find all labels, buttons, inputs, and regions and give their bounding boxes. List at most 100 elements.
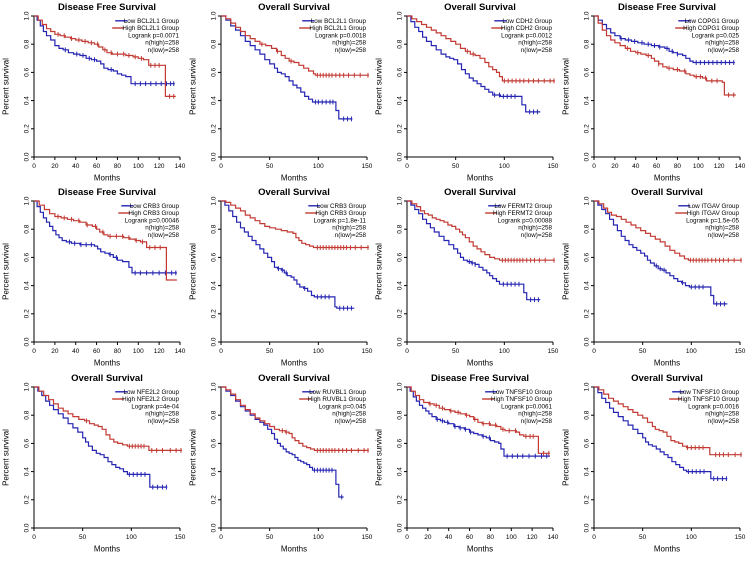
legend-stat: n(high)=258: [332, 225, 366, 232]
y-tick-label: 0.4: [397, 96, 404, 105]
legend-stat: n(high)=258: [332, 40, 366, 47]
y-axis-label: Percent survival: [375, 58, 384, 115]
legend-entry: Low BCL2L1 Group: [124, 18, 180, 25]
legend-entry: Low TNFSF10 Group: [679, 389, 739, 396]
y-tick-label: 1.0: [24, 382, 31, 391]
legend-stat: n(low)=258: [148, 232, 180, 239]
y-axis-label: Percent survival: [188, 243, 197, 300]
x-tick-label: 50: [79, 534, 87, 541]
y-tick-label: 0.6: [583, 438, 590, 447]
x-tick-label: 40: [72, 348, 80, 355]
y-tick-label: 0.4: [210, 466, 217, 475]
x-tick-label: 100: [499, 163, 510, 170]
y-tick-label: 0.0: [24, 152, 31, 161]
x-tick-label: 0: [592, 348, 596, 355]
y-tick-label: 0.8: [210, 410, 217, 419]
legend-stat: Logrank p=0.00088: [498, 218, 553, 225]
legend-stat: Logrank p=0.00046: [125, 218, 180, 225]
y-tick-label: 1.0: [397, 11, 404, 20]
x-tick-label: 60: [93, 348, 101, 355]
y-tick-label: 1.0: [210, 196, 217, 205]
y-axis-label: Percent survival: [375, 243, 384, 300]
legend-stat: n(high)=258: [145, 225, 179, 232]
km-plot: Disease Free Survival0.00.20.40.60.81.00…: [0, 0, 187, 185]
x-tick-label: 0: [32, 348, 36, 355]
y-tick-label: 0.4: [24, 96, 31, 105]
legend-stat: n(high)=258: [145, 410, 179, 417]
x-tick-label: 120: [527, 534, 538, 541]
y-tick-label: 0.2: [210, 124, 217, 133]
y-tick-label: 1.0: [583, 382, 590, 391]
x-tick-label: 100: [692, 163, 703, 170]
y-tick-label: 1.0: [210, 382, 217, 391]
y-tick-label: 0.6: [583, 253, 590, 262]
x-tick-label: 140: [548, 534, 559, 541]
x-tick-label: 100: [506, 534, 517, 541]
x-axis-label: Months: [653, 544, 679, 553]
y-tick-label: 0.6: [24, 438, 31, 447]
x-axis-label: Months: [280, 359, 306, 368]
x-tick-label: 80: [487, 534, 495, 541]
legend-stat: Logrank p=0.045: [318, 403, 366, 410]
y-tick-label: 0.0: [24, 337, 31, 346]
panel-title: Disease Free Survival: [617, 2, 715, 13]
km-plot: Disease Free Survival0.00.20.40.60.81.00…: [0, 185, 187, 370]
y-tick-label: 1.0: [583, 196, 590, 205]
y-tick-label: 0.6: [24, 67, 31, 76]
y-tick-label: 0.4: [397, 281, 404, 290]
x-axis-label: Months: [280, 173, 306, 182]
km-plot: Disease Free Survival0.00.20.40.60.81.00…: [560, 0, 746, 185]
y-tick-label: 0.8: [583, 225, 590, 234]
legend-entry: High BCL2L1 Group: [122, 25, 179, 32]
panel-title: Disease Free Survival: [58, 187, 156, 198]
x-axis-label: Months: [94, 544, 120, 553]
legend-stat: Logrank p=0.0071: [128, 32, 179, 39]
y-tick-label: 0.8: [397, 225, 404, 234]
y-axis-label: Percent survival: [2, 428, 11, 485]
x-tick-label: 0: [405, 348, 409, 355]
x-tick-label: 40: [72, 163, 80, 170]
legend-entry: High CRB3 Group: [315, 210, 366, 217]
legend-stat: Logrank p=0.025: [691, 32, 739, 39]
x-tick-label: 40: [632, 163, 640, 170]
panel-title: Overall Survival: [444, 2, 516, 13]
x-axis-label: Months: [653, 359, 679, 368]
panel-title: Overall Survival: [71, 373, 143, 384]
legend-entry: High CRB3 Group: [128, 210, 179, 217]
legend-stat: n(low)=258: [334, 47, 366, 54]
x-tick-label: 20: [51, 348, 59, 355]
x-tick-label: 50: [639, 534, 647, 541]
x-tick-label: 150: [548, 348, 559, 355]
y-axis-label: Percent survival: [375, 428, 384, 485]
x-tick-label: 100: [312, 163, 323, 170]
x-tick-label: 150: [361, 534, 372, 541]
y-tick-label: 0.6: [397, 253, 404, 262]
x-axis-label: Months: [467, 359, 493, 368]
y-tick-label: 0.8: [583, 410, 590, 419]
legend-entry: Low CRB3 Group: [316, 203, 366, 210]
y-tick-label: 0.0: [583, 337, 590, 346]
y-tick-label: 0.6: [210, 67, 217, 76]
x-tick-label: 50: [639, 348, 647, 355]
y-tick-label: 0.0: [210, 152, 217, 161]
x-tick-label: 40: [445, 534, 453, 541]
x-tick-label: 140: [175, 348, 186, 355]
x-tick-label: 150: [548, 163, 559, 170]
y-axis-label: Percent survival: [188, 58, 197, 115]
y-axis-label: Percent survival: [2, 243, 11, 300]
x-tick-label: 50: [452, 163, 460, 170]
y-tick-label: 0.4: [583, 466, 590, 475]
legend-entry: High COPG1 Group: [683, 25, 739, 32]
y-axis-label: Percent survival: [2, 58, 11, 115]
x-tick-label: 0: [405, 534, 409, 541]
x-tick-label: 50: [266, 348, 274, 355]
